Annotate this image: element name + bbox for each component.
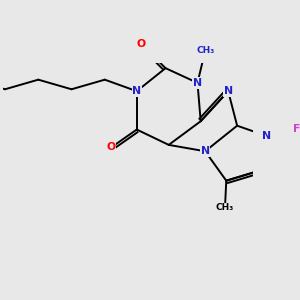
Text: CH₃: CH₃: [196, 46, 214, 56]
Text: O: O: [137, 39, 146, 49]
Text: N: N: [201, 146, 210, 156]
Text: N: N: [132, 86, 141, 96]
Text: O: O: [106, 142, 116, 152]
Text: CH₃: CH₃: [216, 203, 234, 212]
Text: N: N: [224, 86, 233, 96]
Text: N: N: [193, 78, 202, 88]
Text: N: N: [262, 131, 271, 141]
Text: F: F: [293, 124, 300, 134]
